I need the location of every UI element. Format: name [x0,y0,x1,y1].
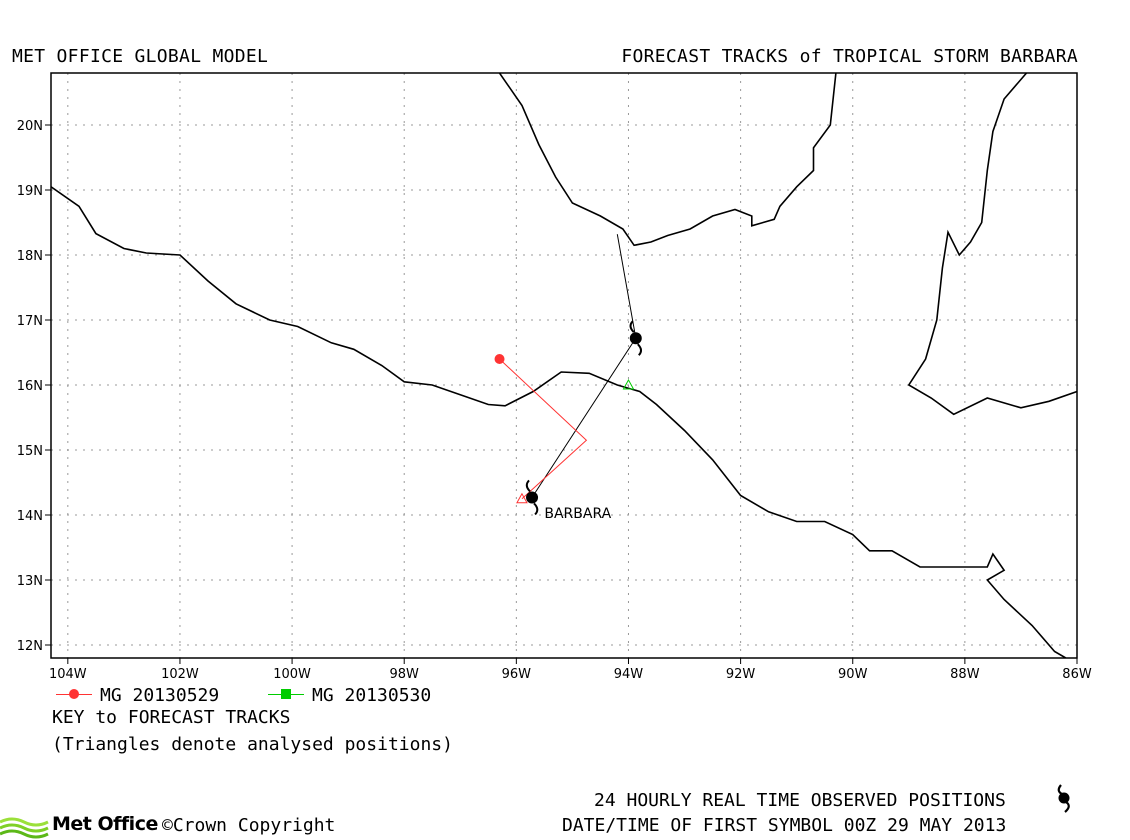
legend-swatch-green [264,685,308,705]
first-symbol-datetime: DATE/TIME OF FIRST SYMBOL 00Z 29 MAY 201… [562,815,1007,836]
tick-label-lat: 16N [17,379,43,394]
tick-label-lon: 86W [1062,667,1092,680]
tick-label-lon: 88W [950,667,980,680]
tick-label-lat: 17N [17,314,43,329]
analysed-position-triangle [516,492,528,504]
met-office-logo: Met Office ©Crown Copyright [0,810,360,840]
legend-item-mg-20130529: MG 20130529 [52,684,219,706]
tick-label-lon: 100W [273,667,311,680]
coastlines [51,73,1077,658]
tropical-storm-icon [1057,784,1070,813]
legend-swatch-red [52,685,96,705]
tick-label-lon: 94W [614,667,644,680]
forecast-start-marker [494,354,505,364]
tick-label-lat: 13N [17,574,43,589]
forecast-track-map: BARBARA 104W 102W 100W 98W 96W 94W 92W 90W 88W 86… [17,72,1092,680]
storm-name-label: BARBARA [544,506,611,522]
tick-label-lat: 19N [17,184,43,199]
tick-label-lat: 14N [17,509,43,524]
tick-label-lat: 20N [17,119,43,134]
tick-label-lat: 12N [17,639,43,654]
tick-label-lon: 104W [49,667,87,680]
coastline [907,73,1077,416]
legend-label: MG 20130529 [100,684,220,706]
coastline [51,186,1067,658]
tick-label-lon: 102W [161,667,199,680]
tropical-storm-symbol [525,479,539,516]
header-left-title: MET OFFICE GLOBAL MODEL [12,46,269,67]
tick-label-lon: 98W [390,667,420,680]
tropical-storm-symbol [629,320,643,356]
observed-positions-text: 24 HOURLY REAL TIME OBSERVED POSITIONS [594,790,1006,811]
analysed-position-triangle [622,378,635,390]
key-title: KEY to FORECAST TRACKS [52,707,291,728]
tick-label-lon: 96W [502,667,532,680]
legend-label: MG 20130530 [312,684,432,706]
plot-frame [50,72,1078,659]
met-office-logo-text: Met Office [52,813,158,835]
forecast-track-0 [499,358,588,500]
coastline [498,73,837,247]
key-note: (Triangles denote analysed positions) [52,734,453,755]
grid-lines [51,73,1078,658]
legend: MG 20130529 MG 20130530 [52,684,572,706]
observed-track [531,234,637,498]
legend-item-mg-20130530: MG 20130530 [264,684,431,706]
met-office-logo-icon [0,817,49,839]
header-right-title: FORECAST TRACKS of TROPICAL STORM BARBAR… [621,46,1078,67]
tick-label-lat: 15N [17,444,43,459]
copyright-text: ©Crown Copyright [162,815,336,836]
tick-label-lon: 90W [838,667,868,680]
axis-ticks: 104W 102W 100W 98W 96W 94W 92W 90W 88W 86W 12N 13N 1… [17,119,1092,680]
tick-label-lat: 18N [17,249,43,264]
tick-label-lon: 92W [726,667,756,680]
tracks: BARBARA [494,234,643,522]
